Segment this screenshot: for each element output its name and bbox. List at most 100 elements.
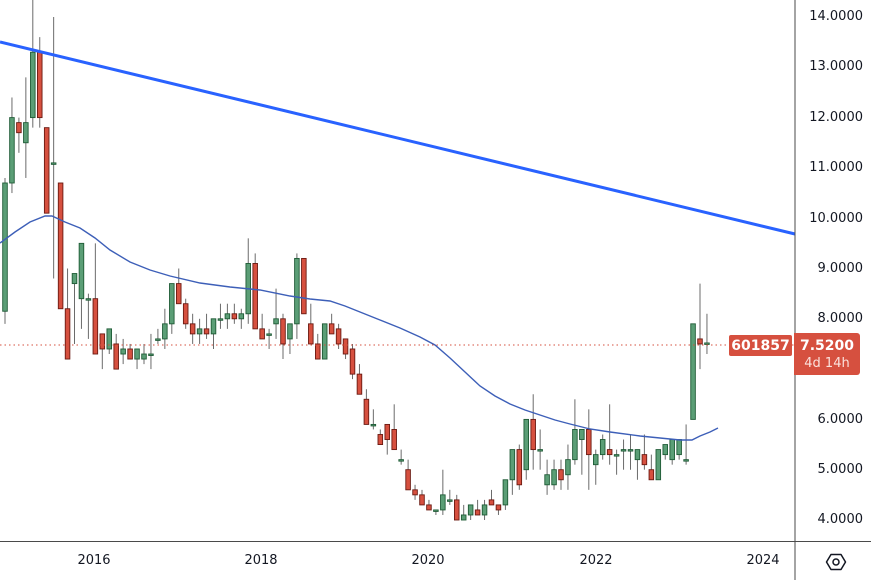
candle-down[interactable] bbox=[328, 323, 335, 335]
candle-up[interactable] bbox=[509, 449, 516, 481]
candle-down[interactable] bbox=[308, 323, 314, 345]
candle-up[interactable] bbox=[690, 323, 696, 420]
candle-up[interactable] bbox=[676, 439, 682, 456]
candle-up[interactable] bbox=[321, 323, 328, 360]
candle-up[interactable] bbox=[169, 283, 175, 325]
candle-down[interactable] bbox=[356, 373, 363, 395]
candle-down[interactable] bbox=[37, 51, 43, 119]
candle-down[interactable] bbox=[586, 429, 592, 456]
candle-up[interactable] bbox=[551, 469, 557, 486]
candle-down[interactable] bbox=[349, 348, 356, 375]
candle-up[interactable] bbox=[502, 479, 509, 506]
candle-up[interactable] bbox=[704, 342, 710, 345]
candle-up[interactable] bbox=[155, 338, 161, 341]
candle-up[interactable] bbox=[196, 328, 203, 335]
candle-up[interactable] bbox=[599, 439, 606, 456]
candle-down[interactable] bbox=[384, 423, 391, 440]
candle-down[interactable] bbox=[606, 449, 613, 456]
candle-down[interactable] bbox=[182, 303, 189, 325]
candle-down[interactable] bbox=[57, 182, 64, 310]
candle-up[interactable] bbox=[565, 459, 571, 476]
candle-down[interactable] bbox=[99, 333, 106, 350]
candle-down[interactable] bbox=[558, 469, 564, 481]
candle-up[interactable] bbox=[370, 423, 377, 427]
candle-down[interactable] bbox=[252, 263, 258, 330]
candle-up[interactable] bbox=[683, 459, 689, 462]
candle-down[interactable] bbox=[363, 398, 370, 425]
candle-down[interactable] bbox=[495, 504, 502, 511]
candle-up[interactable] bbox=[50, 162, 57, 165]
candle-up[interactable] bbox=[398, 459, 404, 462]
candle-down[interactable] bbox=[113, 343, 119, 370]
candle-up[interactable] bbox=[71, 273, 78, 285]
candle-up[interactable] bbox=[537, 449, 543, 452]
candle-down[interactable] bbox=[92, 298, 99, 355]
candle-down[interactable] bbox=[454, 499, 460, 521]
candle-up[interactable] bbox=[655, 449, 662, 481]
candle-up[interactable] bbox=[106, 328, 112, 350]
candle-down[interactable] bbox=[259, 328, 265, 340]
candle-down[interactable] bbox=[391, 429, 397, 451]
candle-up[interactable] bbox=[23, 122, 29, 144]
candle-down[interactable] bbox=[405, 469, 411, 491]
candle-down[interactable] bbox=[412, 489, 418, 496]
candle-up[interactable] bbox=[134, 348, 140, 360]
candle-up[interactable] bbox=[30, 51, 36, 119]
candle-up[interactable] bbox=[238, 313, 245, 320]
candle-up[interactable] bbox=[217, 318, 224, 321]
candle-up[interactable] bbox=[433, 509, 439, 512]
candle-up[interactable] bbox=[460, 514, 467, 521]
candle-up[interactable] bbox=[467, 504, 474, 516]
candle-down[interactable] bbox=[648, 469, 655, 481]
candle-up[interactable] bbox=[148, 353, 154, 356]
candle-up[interactable] bbox=[481, 504, 488, 516]
candle-up[interactable] bbox=[579, 429, 585, 440]
chart-settings-button[interactable] bbox=[818, 548, 854, 576]
candle-down[interactable] bbox=[516, 449, 523, 486]
candle-down[interactable] bbox=[530, 418, 536, 451]
candle-up[interactable] bbox=[669, 439, 675, 461]
candle-up[interactable] bbox=[662, 444, 669, 456]
candle-up[interactable] bbox=[294, 257, 300, 325]
candle-down[interactable] bbox=[315, 343, 321, 360]
candle-down[interactable] bbox=[697, 338, 703, 345]
candle-down[interactable] bbox=[335, 328, 342, 345]
candle-up[interactable] bbox=[620, 449, 627, 452]
trendline[interactable] bbox=[0, 40, 796, 236]
candle-up[interactable] bbox=[9, 117, 15, 184]
candle-up[interactable] bbox=[78, 242, 85, 300]
candle-down[interactable] bbox=[301, 257, 307, 315]
candle-down[interactable] bbox=[231, 313, 238, 320]
candle-down[interactable] bbox=[64, 308, 71, 360]
candle-down[interactable] bbox=[377, 434, 384, 445]
candle-up[interactable] bbox=[162, 323, 168, 340]
candle-up[interactable] bbox=[210, 318, 217, 335]
candle-down[interactable] bbox=[426, 504, 432, 511]
candle-up[interactable] bbox=[273, 318, 279, 325]
candle-up[interactable] bbox=[572, 429, 578, 461]
candle-down[interactable] bbox=[488, 499, 495, 506]
candle-up[interactable] bbox=[287, 323, 293, 340]
candle-up[interactable] bbox=[447, 499, 453, 502]
candle-up[interactable] bbox=[613, 454, 620, 457]
candle-down[interactable] bbox=[189, 323, 196, 335]
candle-down[interactable] bbox=[175, 283, 182, 305]
candle-down[interactable] bbox=[280, 318, 286, 345]
candle-up[interactable] bbox=[266, 333, 272, 336]
candle-up[interactable] bbox=[120, 348, 126, 355]
candle-up[interactable] bbox=[440, 494, 446, 511]
candle-down[interactable] bbox=[203, 328, 210, 335]
candle-down[interactable] bbox=[342, 338, 349, 355]
candle-up[interactable] bbox=[544, 474, 550, 486]
candle-up[interactable] bbox=[593, 454, 599, 466]
candle-down[interactable] bbox=[641, 454, 648, 466]
candle-up[interactable] bbox=[224, 313, 231, 320]
candle-up[interactable] bbox=[627, 449, 634, 452]
candle-down[interactable] bbox=[419, 494, 425, 506]
candle-up[interactable] bbox=[523, 418, 530, 471]
candle-down[interactable] bbox=[43, 127, 50, 214]
candle-up[interactable] bbox=[634, 449, 641, 461]
candle-up[interactable] bbox=[141, 353, 147, 360]
